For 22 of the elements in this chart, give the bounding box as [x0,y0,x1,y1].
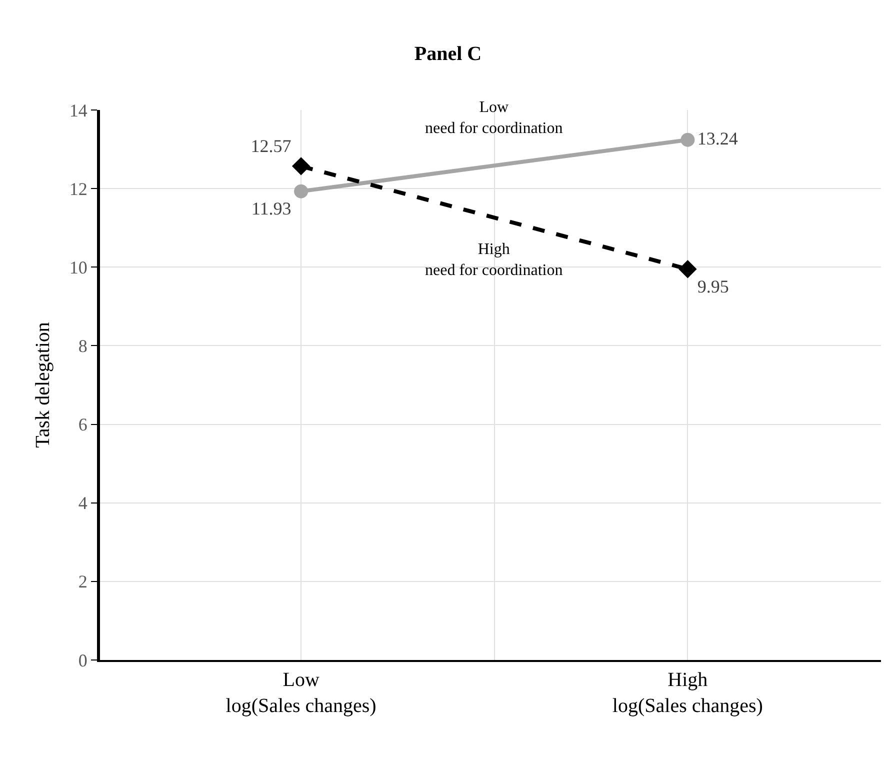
y-tick-label: 12 [69,178,88,199]
point [678,260,697,278]
y-tick-label: 0 [78,650,88,670]
point [294,184,308,198]
series-label: Low need for coordination [425,99,563,137]
point [680,132,695,147]
chart-title: Panel C [414,43,482,66]
y-tick-label: 10 [69,257,88,278]
y-tick-label: 14 [69,100,88,120]
x-tick-label: High log(Sales changes) [612,669,763,717]
data-label: 9.95 [697,276,729,296]
y-tick-label: 8 [78,336,88,356]
x-tick-label: Low log(Sales changes) [226,669,376,717]
y-tick-label: 6 [78,414,88,435]
y-tick-label: 2 [78,572,88,592]
point [292,157,310,176]
data-label: 13.24 [697,128,738,148]
series-label: High need for coordination [425,241,563,279]
y-axis-title: Task delegation [32,322,54,448]
data-label: 11.93 [251,198,292,219]
y-tick-label: 4 [78,493,88,514]
data-label: 12.57 [250,136,292,156]
